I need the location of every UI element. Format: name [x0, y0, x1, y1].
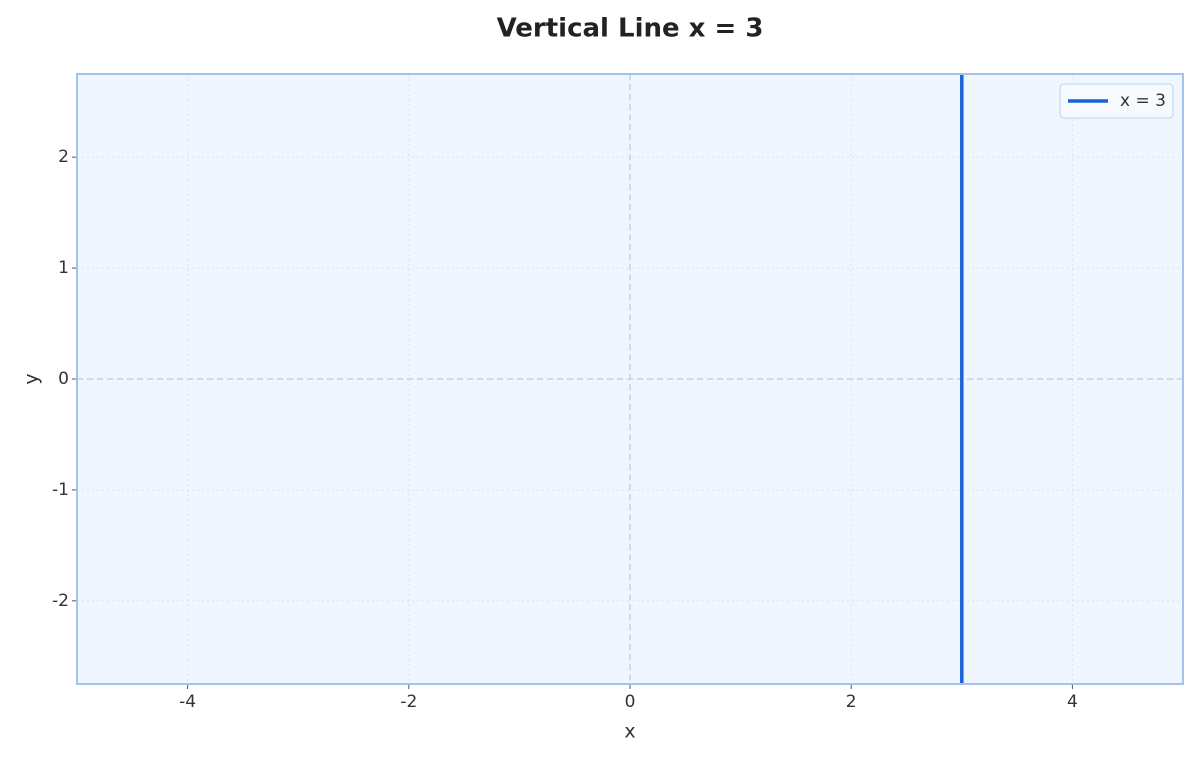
y-tick-label: 1: [58, 258, 69, 278]
x-tick-label: 0: [625, 692, 636, 712]
x-tick-label: -4: [179, 692, 196, 712]
x-tick-label: 2: [846, 692, 857, 712]
plot-frame: [76, 73, 1184, 685]
y-axis-label: y: [21, 373, 43, 384]
y-tick-label: -2: [52, 591, 69, 611]
chart-title: Vertical Line x = 3: [497, 14, 764, 44]
legend-label: x = 3: [1120, 91, 1166, 111]
y-tick-label: 0: [58, 369, 69, 389]
y-tick-label: 2: [58, 147, 69, 167]
x-tick-label: -2: [400, 692, 417, 712]
x-axis-label: x: [624, 721, 635, 743]
legend-box: [1059, 83, 1174, 119]
x-tick-label: 4: [1067, 692, 1078, 712]
y-tick-label: -1: [52, 480, 69, 500]
